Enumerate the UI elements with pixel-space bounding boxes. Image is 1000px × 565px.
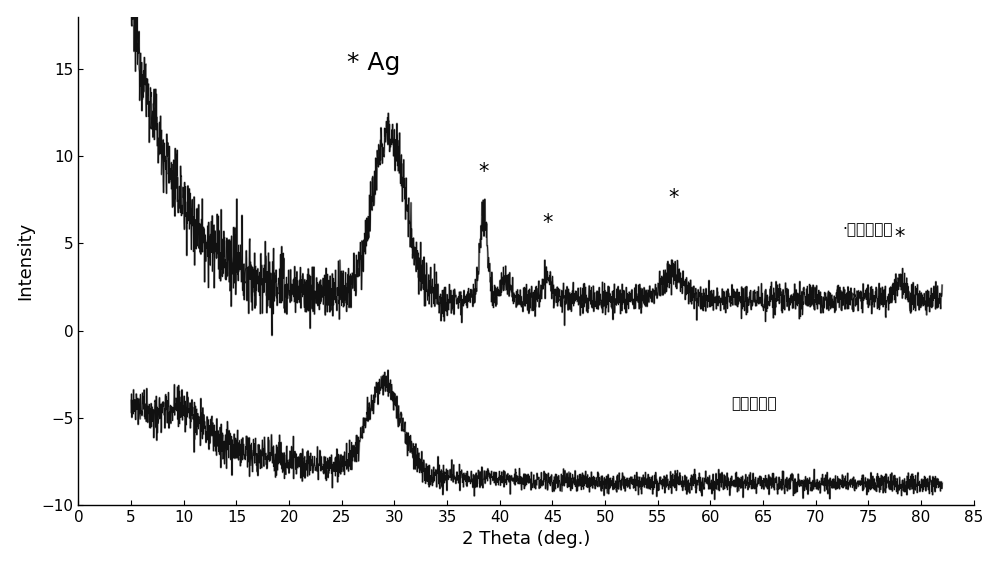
Text: *: *	[895, 227, 905, 247]
Text: *: *	[668, 189, 679, 208]
Text: * Ag: * Ag	[347, 51, 400, 75]
Text: 离子交换前: 离子交换前	[731, 396, 777, 411]
Text: *: *	[542, 213, 552, 233]
X-axis label: 2 Theta (deg.): 2 Theta (deg.)	[462, 531, 590, 549]
Y-axis label: Intensity: Intensity	[17, 221, 35, 300]
Text: *: *	[479, 162, 489, 182]
Text: ·离子交换后: ·离子交换后	[842, 222, 893, 237]
